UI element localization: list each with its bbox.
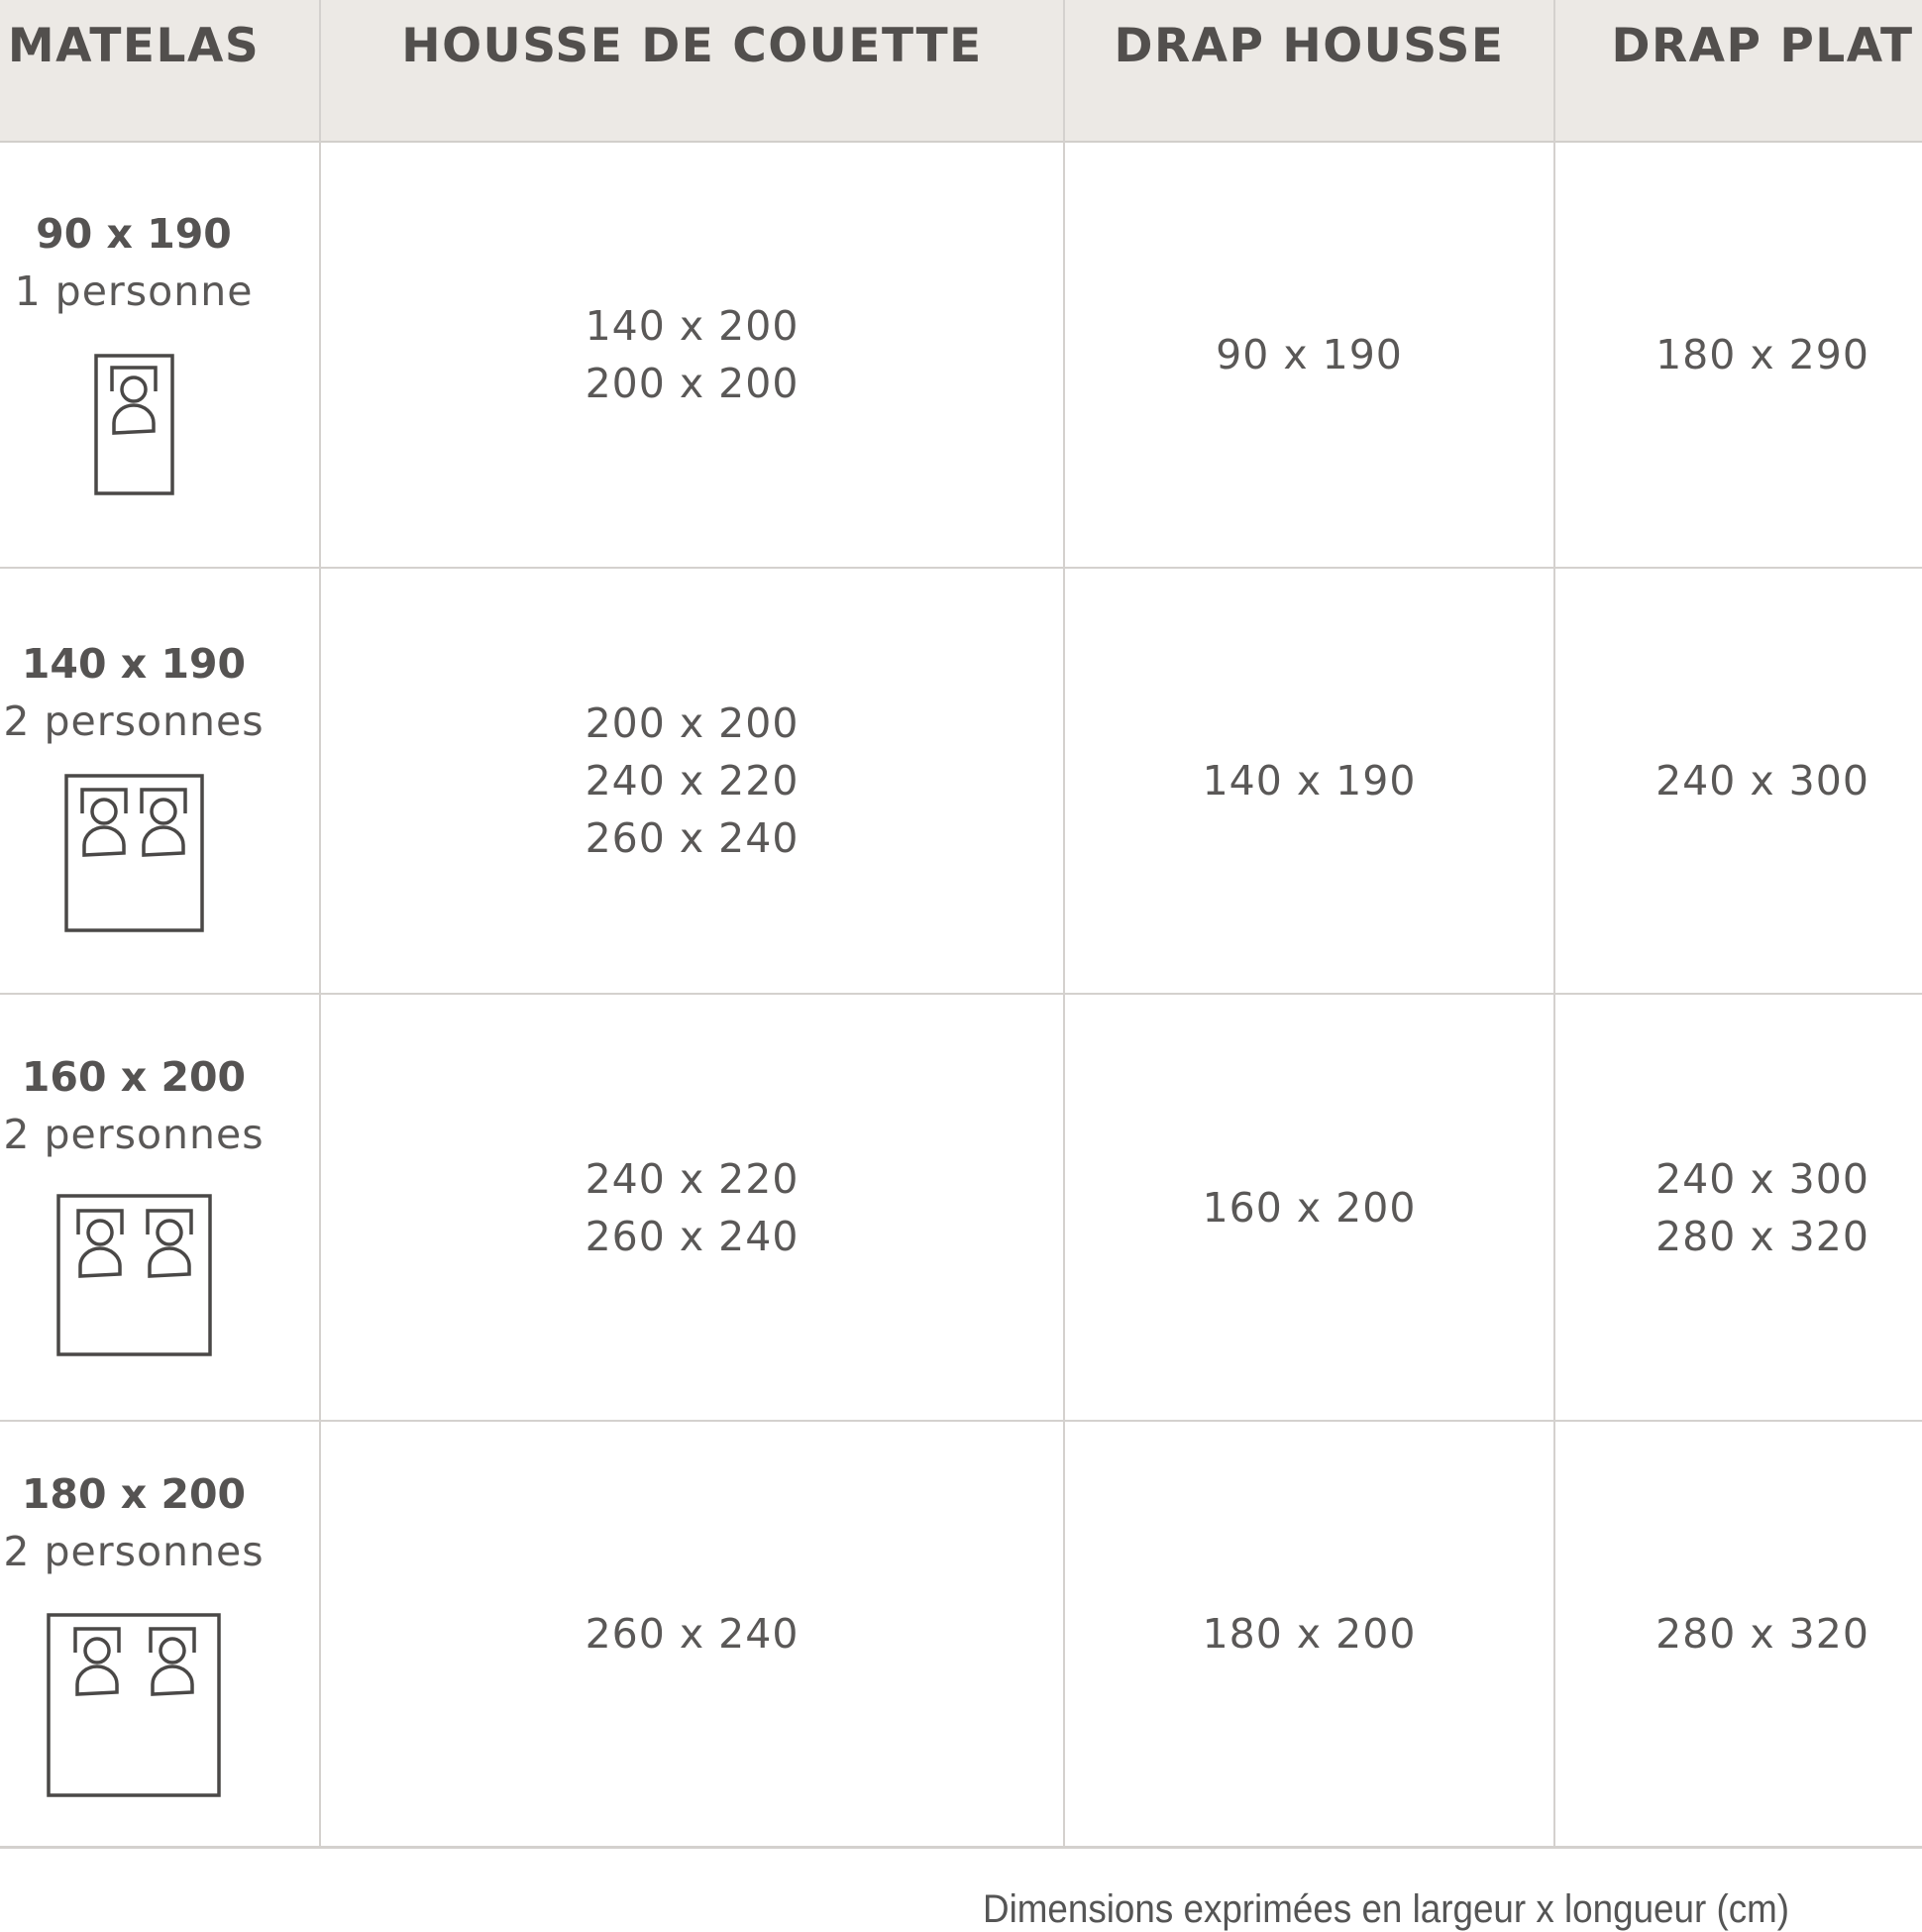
drap-plat-cell: 280 x 320 (1554, 1422, 1922, 1846)
drap-housse-cell: 180 x 200 (1064, 1422, 1554, 1846)
persons-label: 2 personnes (3, 1111, 265, 1158)
mattress-size: 160 x 200 (21, 1053, 247, 1101)
header-drap-housse: DRAP HOUSSE (1114, 18, 1505, 73)
dimension-value: 180 x 200 (1202, 1610, 1417, 1658)
bed-icon (64, 774, 204, 932)
column-divider (1063, 0, 1065, 1847)
mattress-size: 180 x 200 (21, 1470, 247, 1518)
mattress-size: 90 x 190 (36, 210, 232, 258)
sleeping-person-icon (76, 1209, 124, 1278)
dimension-value: 260 x 240 (585, 1212, 800, 1260)
dimension-value: 280 x 320 (1655, 1212, 1869, 1260)
dimension-value: 240 x 220 (585, 1154, 800, 1203)
dimension-value: 160 x 200 (1202, 1183, 1417, 1232)
table-bottom-border (0, 1846, 1922, 1849)
dimension-value: 140 x 200 (585, 302, 800, 350)
drap-housse-cell: 160 x 200 (1064, 995, 1554, 1420)
mattress-size: 140 x 190 (21, 640, 247, 688)
row-divider (0, 993, 1922, 995)
bed-icon (47, 1613, 221, 1797)
sleeping-person-icon (73, 1627, 121, 1696)
bed-icon (94, 354, 174, 495)
dimension-value: 260 x 240 (585, 1610, 800, 1658)
dimension-value: 200 x 200 (585, 360, 800, 407)
drap-housse-cell: 90 x 190 (1064, 143, 1554, 567)
dimension-value: 280 x 320 (1655, 1610, 1869, 1658)
dimension-value: 240 x 300 (1655, 1154, 1869, 1203)
sleeping-person-icon (140, 788, 187, 857)
sleeping-person-icon (110, 366, 158, 435)
dimension-value: 90 x 190 (1216, 331, 1403, 378)
header-drap-plat: DRAP PLAT (1611, 18, 1914, 73)
drap-plat-cell: 240 x 300 280 x 320 (1554, 995, 1922, 1420)
dimension-value: 200 x 200 (585, 699, 800, 747)
housse-de-couette-cell: 240 x 220 260 x 240 (320, 995, 1064, 1420)
row-divider (0, 1420, 1922, 1422)
dimension-value: 240 x 300 (1655, 757, 1869, 805)
bed-icon (56, 1194, 212, 1356)
persons-label: 1 personne (14, 268, 254, 315)
housse-de-couette-cell: 140 x 200 200 x 200 (320, 143, 1064, 567)
row-divider (0, 567, 1922, 569)
sleeping-person-icon (146, 1209, 193, 1278)
drap-plat-cell: 180 x 290 (1554, 143, 1922, 567)
housse-de-couette-cell: 200 x 200 240 x 220 260 x 240 (320, 569, 1064, 993)
dimension-value: 240 x 220 (585, 757, 800, 805)
column-divider (319, 0, 321, 1847)
dimension-value: 260 x 240 (585, 814, 800, 862)
sleeping-person-icon (149, 1627, 196, 1696)
dimension-value: 180 x 290 (1655, 331, 1869, 378)
dimensions-note: Dimensions exprimées en largeur x longue… (983, 1887, 1790, 1931)
persons-label: 2 personnes (3, 698, 265, 745)
header-matelas: MATELAS (7, 18, 261, 73)
dimension-value: 140 x 190 (1202, 757, 1417, 805)
drap-housse-cell: 140 x 190 (1064, 569, 1554, 993)
sleeping-person-icon (80, 788, 128, 857)
persons-label: 2 personnes (3, 1528, 265, 1575)
column-divider (1553, 0, 1555, 1847)
header-housse-de-couette: HOUSSE DE COUETTE (401, 18, 983, 73)
housse-de-couette-cell: 260 x 240 (320, 1422, 1064, 1846)
drap-plat-cell: 240 x 300 (1554, 569, 1922, 993)
